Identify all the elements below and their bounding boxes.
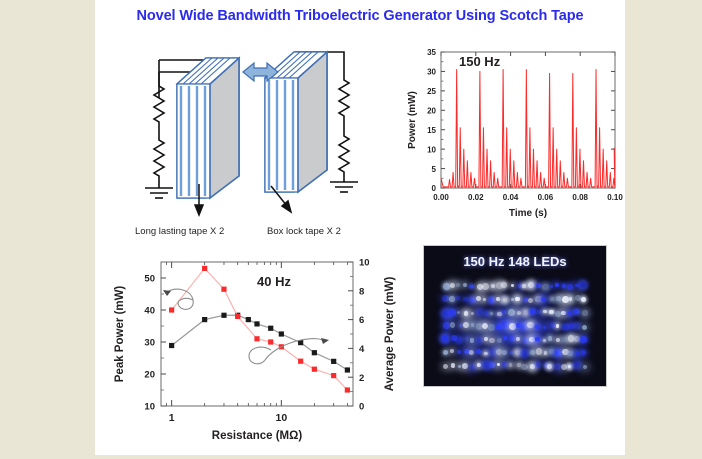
right-resistor <box>337 70 351 128</box>
svg-text:Power (mW): Power (mW) <box>407 91 418 149</box>
schematic-right-label: Box lock tape X 2 <box>267 226 341 237</box>
svg-text:Average Power (mW): Average Power (mW) <box>384 277 396 392</box>
svg-text:30: 30 <box>144 338 155 349</box>
svg-text:Resistance (MΩ): Resistance (MΩ) <box>212 430 303 442</box>
svg-text:15: 15 <box>427 126 436 135</box>
svg-text:0.06: 0.06 <box>538 193 554 202</box>
svg-text:5: 5 <box>432 165 437 174</box>
right-plate-stack <box>263 50 329 194</box>
svg-text:0.08: 0.08 <box>572 193 588 202</box>
svg-text:20: 20 <box>144 370 155 381</box>
left-pointer-arrow <box>193 184 205 218</box>
svg-text:10: 10 <box>144 402 155 413</box>
svg-text:35: 35 <box>427 48 436 57</box>
svg-text:4: 4 <box>359 344 365 355</box>
schematic-left-label: Long lasting tape X 2 <box>135 226 225 237</box>
triboelectric-generator-schematic: Long lasting tape X 2 Box lock tape X 2 <box>99 36 404 246</box>
svg-text:50: 50 <box>144 274 155 285</box>
chart-150hz-annotation: 150 Hz <box>459 54 501 69</box>
svg-text:2: 2 <box>359 373 364 384</box>
left-ground <box>145 187 173 199</box>
chart-150hz-power-vs-time: 0 5 10 15 20 25 30 35 0.00 0.02 0.04 0.06 0.08 0.10 Ti… <box>403 40 625 225</box>
svg-text:10: 10 <box>359 258 370 269</box>
svg-text:25: 25 <box>427 87 436 96</box>
right-ground <box>330 181 358 193</box>
white-content-panel: Novel Wide Bandwidth Triboelectric Gener… <box>95 0 625 455</box>
left-plate-stack <box>175 56 241 200</box>
chart-40hz-annotation: 40 Hz <box>257 274 291 289</box>
svg-text:10: 10 <box>427 145 436 154</box>
svg-text:0.10: 0.10 <box>607 193 623 202</box>
svg-text:6: 6 <box>359 315 364 326</box>
chart-40hz-power-vs-resistance: 10 20 30 40 50 0 2 4 6 8 10 1 10 Resistance (MΩ) Peak … <box>105 248 405 453</box>
double-arrow-icon <box>242 61 279 83</box>
led-photo-caption: 150 Hz 148 LEDs <box>463 254 567 269</box>
svg-text:Peak Power (mW): Peak Power (mW) <box>114 286 126 383</box>
svg-text:30: 30 <box>427 68 436 77</box>
svg-text:40: 40 <box>144 306 155 317</box>
svg-text:Time (s): Time (s) <box>509 208 547 219</box>
led-array-photo: 150 Hz 148 LEDs <box>423 245 607 387</box>
svg-text:0.02: 0.02 <box>468 193 484 202</box>
svg-text:1: 1 <box>169 412 175 424</box>
right-pointer-arrow <box>270 185 293 214</box>
svg-text:0: 0 <box>359 402 364 413</box>
svg-text:10: 10 <box>275 412 287 424</box>
svg-text:0: 0 <box>432 184 437 193</box>
svg-text:8: 8 <box>359 286 364 297</box>
page-title: Novel Wide Bandwidth Triboelectric Gener… <box>136 8 584 24</box>
svg-text:20: 20 <box>427 106 436 115</box>
led-dots <box>424 246 606 386</box>
left-resistor <box>152 76 166 132</box>
svg-text:0.00: 0.00 <box>433 193 449 202</box>
svg-text:0.04: 0.04 <box>503 193 519 202</box>
